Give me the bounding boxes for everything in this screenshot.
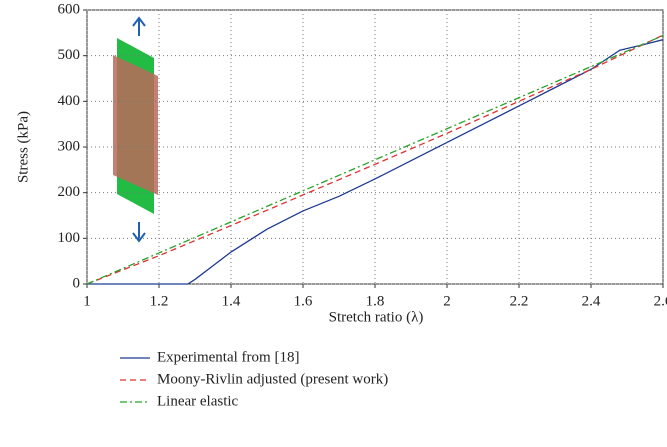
x-tick-label: 1.6 bbox=[294, 293, 313, 309]
x-tick-label: 2.2 bbox=[510, 293, 529, 309]
specimen-icon bbox=[113, 16, 158, 243]
y-tick-label: 500 bbox=[58, 47, 81, 63]
x-axis-label: Stretch ratio (λ) bbox=[329, 309, 424, 325]
x-tick-label: 1 bbox=[83, 293, 91, 309]
x-tick-label: 2.4 bbox=[582, 293, 601, 309]
y-tick-label: 0 bbox=[73, 275, 81, 291]
y-tick-label: 100 bbox=[58, 230, 81, 246]
data-line bbox=[87, 39, 664, 285]
x-tick-label: 2.6 bbox=[654, 293, 667, 309]
legend-label: Experimental from [18] bbox=[157, 349, 299, 365]
y-axis-label: Stress (kPa) bbox=[15, 111, 31, 183]
x-tick-label: 2 bbox=[443, 293, 451, 309]
y-tick-label: 600 bbox=[58, 1, 81, 17]
legend-label: Linear elastic bbox=[157, 393, 239, 409]
y-tick-label: 200 bbox=[58, 184, 81, 200]
y-tick-label: 300 bbox=[58, 138, 81, 154]
legend-label: Moony-Rivlin adjusted (present work) bbox=[157, 371, 388, 387]
x-tick-label: 1.2 bbox=[150, 293, 169, 309]
y-tick-label: 400 bbox=[58, 93, 81, 109]
data-line bbox=[86, 34, 664, 285]
x-tick-label: 1.4 bbox=[222, 293, 241, 309]
x-tick-label: 1.8 bbox=[366, 293, 385, 309]
